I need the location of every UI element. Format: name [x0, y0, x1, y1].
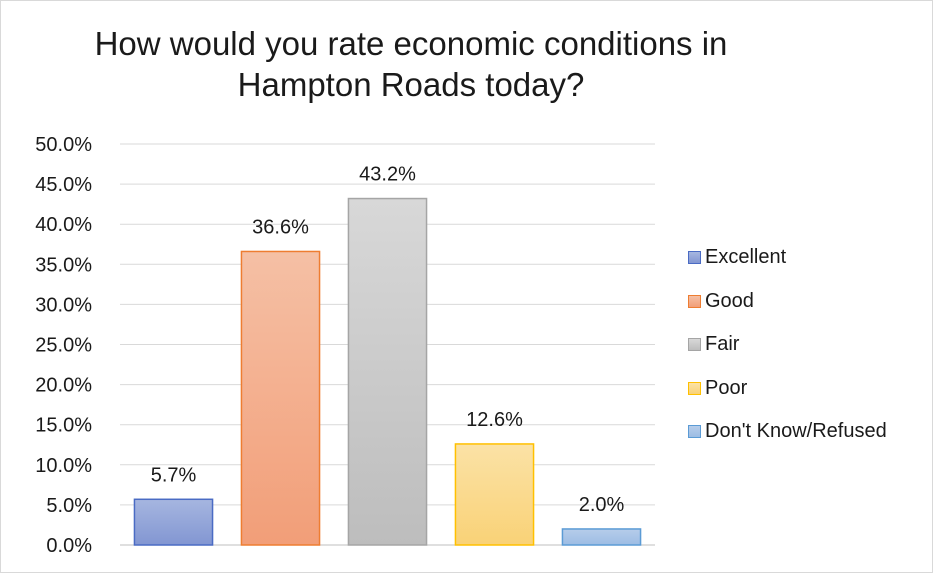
chart-legend: Excellent Good Fair Poor Don't Know/Refused: [688, 236, 887, 454]
legend-item: Fair: [688, 323, 887, 367]
chart-title-line-1: How would you rate economic conditions i…: [94, 25, 728, 62]
y-tick-label: 20.0%: [35, 375, 92, 397]
bar-don-t-know-refused: [561, 528, 642, 546]
y-tick-label: 50.0%: [35, 134, 92, 156]
y-tick-label: 30.0%: [35, 294, 92, 316]
legend-swatch: [688, 294, 701, 308]
data-label: 2.0%: [579, 494, 625, 516]
bar-good: [240, 250, 321, 546]
y-tick-label: 15.0%: [35, 415, 92, 437]
bar-poor: [454, 443, 535, 546]
y-tick-label: 45.0%: [35, 174, 92, 196]
bar-fair: [347, 197, 428, 546]
legend-item: Good: [688, 280, 887, 324]
legend-item: Poor: [688, 367, 887, 411]
data-label: 5.7%: [151, 464, 197, 486]
legend-label: Don't Know/Refused: [705, 420, 887, 443]
y-tick-label: 0.0%: [46, 535, 92, 557]
data-label: 43.2%: [359, 164, 416, 186]
chart-title: How would you rate economic conditions i…: [1, 23, 821, 105]
data-label: 12.6%: [466, 409, 523, 431]
chart-title-line-2: Hampton Roads today?: [237, 66, 585, 103]
legend-swatch: [688, 251, 701, 265]
data-label: 36.6%: [252, 216, 309, 238]
y-tick-label: 40.0%: [35, 214, 92, 236]
legend-item: Excellent: [688, 236, 887, 280]
bar-excellent: [133, 498, 214, 546]
y-tick-label: 35.0%: [35, 254, 92, 276]
legend-label: Fair: [705, 333, 740, 356]
legend-item: Don't Know/Refused: [688, 410, 887, 454]
legend-swatch: [688, 338, 701, 352]
legend-swatch: [688, 425, 701, 439]
legend-swatch: [688, 381, 701, 395]
legend-label: Excellent: [705, 246, 787, 269]
y-tick-label: 10.0%: [35, 455, 92, 477]
y-tick-label: 25.0%: [35, 335, 92, 357]
legend-label: Good: [705, 289, 754, 312]
y-tick-label: 5.0%: [46, 495, 92, 517]
legend-label: Poor: [705, 376, 748, 399]
